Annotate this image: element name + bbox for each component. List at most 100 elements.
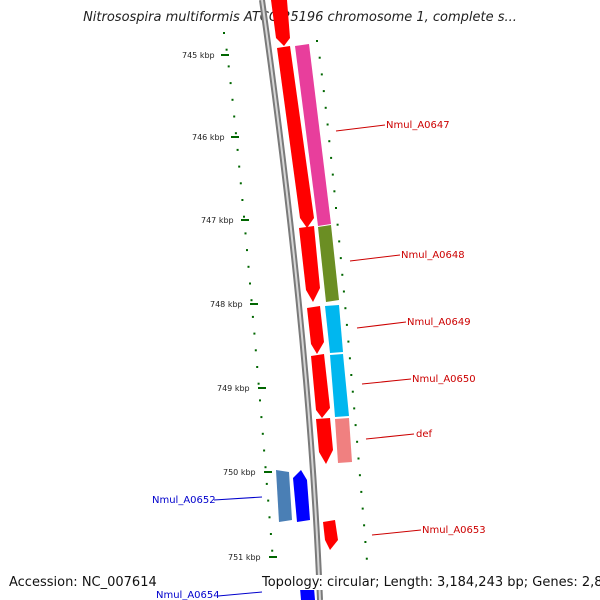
feature-nmul-a0649-gene[interactable] bbox=[325, 305, 343, 353]
inner-minor-tick-13 bbox=[246, 249, 248, 252]
inner-minor-tick-14 bbox=[247, 265, 250, 268]
label-nmul-a0647[interactable]: Nmul_A0647 bbox=[386, 120, 450, 131]
feature-nmul-a0648-gene[interactable] bbox=[318, 225, 339, 302]
reverse-strand bbox=[276, 470, 315, 600]
leader-nmul-a0648 bbox=[349, 254, 401, 262]
cds-nmul-a0652[interactable] bbox=[293, 470, 310, 522]
outer-minor-tick-10 bbox=[335, 207, 337, 209]
outer-minor-tick-16 bbox=[344, 307, 347, 310]
inner-minor-tick-20 bbox=[256, 366, 259, 368]
inner-minor-tick-0 bbox=[223, 32, 225, 34]
inner-minor-tick-1 bbox=[225, 48, 228, 51]
inner-minor-tick-2 bbox=[227, 65, 230, 68]
kbp-label-747: 747 kbp bbox=[201, 216, 234, 225]
inner-minor-tick-17 bbox=[251, 315, 254, 318]
outer-tick-ring bbox=[316, 40, 368, 560]
leader-nmul-a0652 bbox=[213, 496, 263, 501]
outer-minor-tick-21 bbox=[351, 390, 354, 393]
accession-text: Accession: NC_007614 bbox=[9, 575, 157, 590]
inner-minor-tick-26 bbox=[264, 466, 267, 469]
outer-minor-tick-19 bbox=[348, 357, 351, 360]
inner-minor-tick-30 bbox=[269, 533, 272, 535]
label-def[interactable]: def bbox=[416, 429, 433, 440]
inner-minor-tick-28 bbox=[267, 499, 270, 502]
genome-summary-text: Topology: circular; Length: 3,184,243 bp… bbox=[262, 575, 600, 590]
leader-nmul-a0650 bbox=[361, 378, 412, 385]
inner-minor-tick-24 bbox=[261, 432, 264, 435]
cds-nmul-a0649[interactable] bbox=[307, 306, 324, 354]
backbone-highlight bbox=[261, 0, 321, 600]
feature-track bbox=[295, 44, 352, 463]
feature-nmul-a0647-gene[interactable] bbox=[295, 44, 331, 226]
outer-minor-tick-0 bbox=[316, 40, 318, 42]
outer-minor-tick-18 bbox=[347, 340, 350, 343]
map-title: Nitrosospira multiformis ATCC 25196 chro… bbox=[83, 10, 517, 25]
cds-nmul-a0648[interactable] bbox=[299, 226, 320, 302]
leader-def bbox=[365, 433, 415, 440]
outer-minor-tick-11 bbox=[336, 223, 339, 226]
outer-minor-tick-28 bbox=[361, 507, 364, 510]
kbp-label-745: 745 kbp bbox=[182, 51, 215, 60]
outer-minor-tick-17 bbox=[345, 323, 348, 326]
label-nmul-a0648[interactable]: Nmul_A0648 bbox=[401, 250, 465, 261]
label-nmul-a0653[interactable]: Nmul_A0653 bbox=[422, 525, 486, 536]
label-nmul-a0654[interactable]: Nmul_A0654 bbox=[156, 590, 220, 600]
outer-minor-tick-1 bbox=[318, 56, 321, 59]
inner-minor-tick-23 bbox=[260, 416, 263, 419]
leader-nmul-a0653 bbox=[371, 529, 422, 536]
feature-def-gene[interactable] bbox=[335, 418, 352, 463]
label-nmul-a0649[interactable]: Nmul_A0649 bbox=[407, 317, 471, 328]
outer-minor-tick-23 bbox=[354, 424, 357, 427]
inner-tick-ring bbox=[223, 32, 274, 552]
inner-minor-tick-9 bbox=[239, 182, 242, 185]
outer-minor-tick-25 bbox=[357, 457, 360, 460]
inner-minor-tick-10 bbox=[241, 199, 244, 201]
cds-nmul-a0652-light[interactable] bbox=[276, 470, 292, 522]
cds-def[interactable] bbox=[316, 418, 333, 464]
outer-minor-tick-3 bbox=[322, 90, 325, 93]
cds-feature-top[interactable] bbox=[271, 0, 290, 46]
outer-minor-tick-4 bbox=[324, 106, 327, 109]
outer-minor-tick-7 bbox=[330, 156, 333, 159]
inner-minor-tick-15 bbox=[249, 282, 251, 285]
outer-minor-tick-27 bbox=[360, 490, 363, 493]
inner-minor-tick-19 bbox=[254, 349, 257, 352]
leader-nmul-a0654 bbox=[217, 591, 263, 597]
inner-minor-tick-25 bbox=[263, 449, 266, 452]
inner-minor-tick-8 bbox=[238, 165, 241, 168]
outer-minor-tick-29 bbox=[363, 524, 366, 527]
outer-minor-tick-15 bbox=[342, 290, 345, 293]
outer-minor-tick-5 bbox=[326, 123, 329, 126]
kbp-label-746: 746 kbp bbox=[192, 133, 225, 142]
inner-minor-tick-22 bbox=[259, 399, 261, 402]
kbp-label-750: 750 kbp bbox=[223, 468, 256, 477]
cds-nmul-a0647[interactable] bbox=[277, 46, 314, 228]
inner-minor-tick-6 bbox=[234, 132, 237, 135]
kbp-label-751: 751 kbp bbox=[228, 553, 261, 562]
gene-labels: Nmul_A0647 Nmul_A0648 Nmul_A0649 Nmul_A0… bbox=[152, 120, 486, 600]
outer-minor-tick-9 bbox=[333, 190, 336, 193]
feature-nmul-a0650-gene[interactable] bbox=[330, 354, 349, 417]
cds-nmul-a0650[interactable] bbox=[311, 354, 330, 418]
inner-minor-tick-12 bbox=[244, 232, 247, 235]
kbp-label-749: 749 kbp bbox=[217, 384, 250, 393]
label-nmul-a0652[interactable]: Nmul_A0652 bbox=[152, 495, 216, 506]
inner-minor-tick-7 bbox=[236, 148, 239, 151]
forward-strand bbox=[271, 0, 338, 550]
outer-minor-tick-2 bbox=[320, 73, 323, 76]
outer-minor-tick-6 bbox=[328, 140, 331, 143]
outer-minor-tick-8 bbox=[331, 173, 334, 176]
label-nmul-a0650[interactable]: Nmul_A0650 bbox=[412, 374, 476, 385]
outer-minor-tick-31 bbox=[365, 557, 368, 560]
inner-minor-tick-5 bbox=[233, 115, 236, 118]
outer-minor-tick-20 bbox=[350, 374, 353, 376]
outer-minor-tick-12 bbox=[338, 240, 341, 243]
inner-minor-tick-11 bbox=[243, 215, 245, 218]
cds-nmul-a0654[interactable] bbox=[300, 588, 315, 600]
inner-minor-tick-29 bbox=[268, 516, 271, 519]
outer-minor-tick-30 bbox=[364, 541, 367, 543]
outer-minor-tick-14 bbox=[341, 273, 344, 276]
cds-nmul-a0653[interactable] bbox=[323, 520, 338, 550]
inner-minor-tick-3 bbox=[229, 82, 232, 85]
